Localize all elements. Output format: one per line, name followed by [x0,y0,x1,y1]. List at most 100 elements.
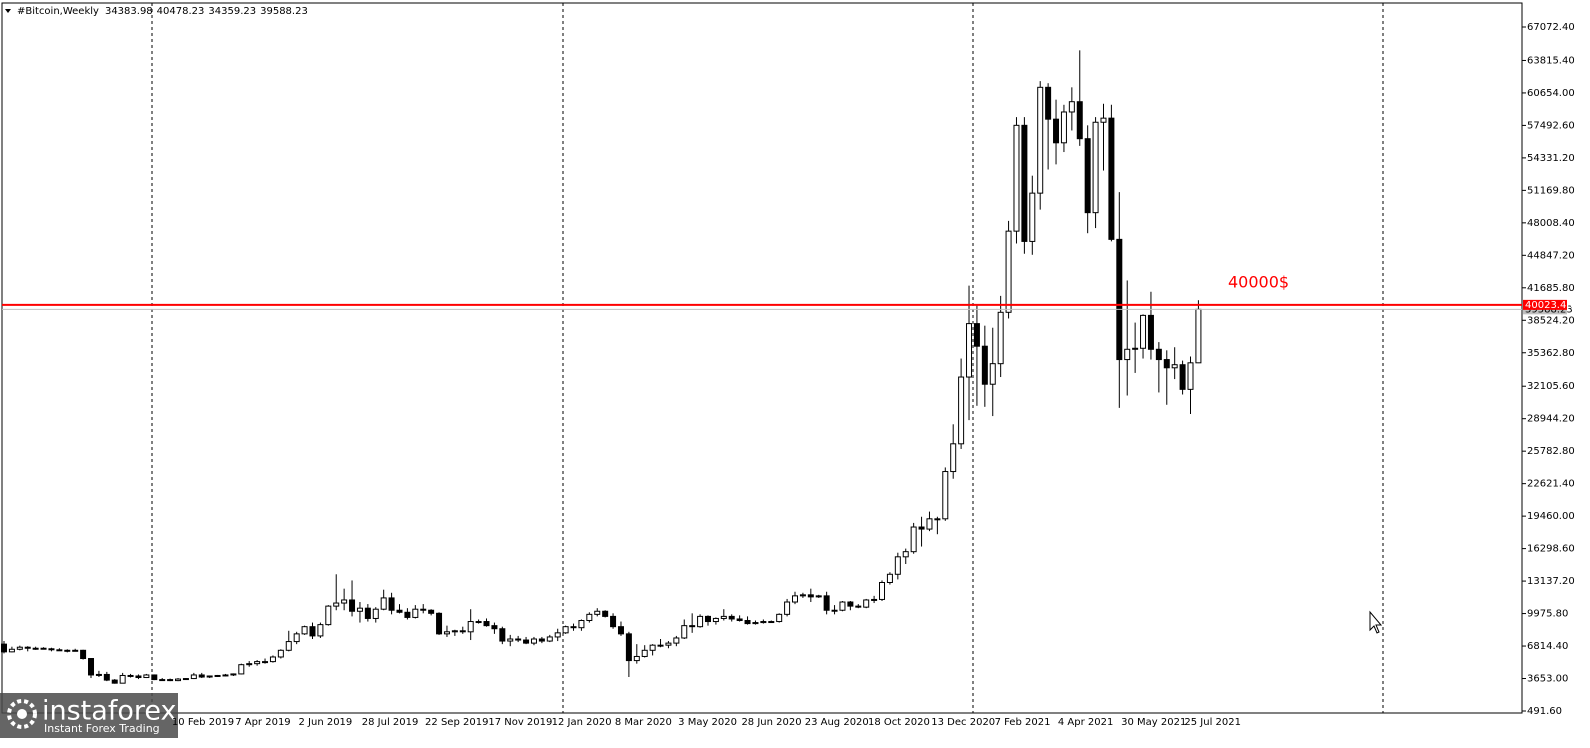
candle-body [1116,238,1123,361]
candle-body [515,638,522,641]
candle-body [388,597,395,611]
watermark-logo [7,699,37,729]
candle-body [981,345,988,385]
candle-body [831,609,838,612]
candle-body [198,674,205,678]
candle-body [610,615,617,628]
y-tick-label: 19460.00 [1527,511,1575,522]
candle-body [372,608,379,619]
candle-body [784,601,791,615]
candle-body [1140,314,1147,349]
candle-body [902,551,909,558]
candle-body [262,661,269,664]
x-tick-label: 13 Dec 2020 [931,717,995,728]
y-tick-label: 48008.40 [1527,218,1575,229]
y-tick-label: 63815.40 [1527,55,1575,66]
candle-body [633,655,640,662]
candle-body [926,518,933,530]
candle-body [254,661,261,665]
candle-body [159,679,166,682]
candle-body [792,595,798,603]
y-tick-label: 44847.20 [1527,250,1575,261]
candle-body [1163,359,1170,369]
candle-body [594,610,601,615]
candle-body [1132,347,1139,350]
candle-body [815,595,822,598]
candle-body [989,363,996,385]
candle-body [704,615,711,623]
candle-body [167,679,174,682]
candle-body [404,611,411,618]
candle-body [499,628,506,642]
candle-body [8,648,15,653]
candle-body [32,647,39,650]
x-tick-label: 3 May 2020 [678,717,737,728]
candle-body [942,471,949,520]
candle-body [16,646,23,650]
y-tick-label: 57492.60 [1527,120,1575,131]
candle-body [546,636,553,642]
y-tick-label: 6814.40 [1527,641,1568,652]
candle-body [871,598,878,601]
candle-body [349,599,356,612]
x-tick-label: 18 Oct 2020 [868,717,930,728]
candle-body [681,625,688,639]
y-tick-label: 51169.80 [1527,185,1575,196]
candle-body [428,609,435,614]
candle-body [1100,117,1107,123]
candle-body [894,556,901,575]
candle-body [285,641,292,651]
plot-area [1,2,1523,714]
candle-body [586,613,593,622]
candle-body [246,663,253,666]
candle-body [839,601,846,611]
candle-body [48,648,55,651]
candle-body [855,605,862,608]
candle-body [776,613,783,623]
candle-body [1037,86,1044,194]
header-low: 34359.23 [208,6,256,17]
candle-body [617,626,624,635]
candle-body [744,620,751,625]
candle-body [230,673,237,676]
candle-body [1076,101,1083,140]
x-tick-label: 4 Apr 2021 [1058,717,1113,728]
candle-body [1195,308,1202,364]
candle-body [396,609,403,613]
marks [1,50,1202,684]
candle-body [483,621,490,627]
candle-body [333,602,340,607]
candle-body [127,674,134,677]
x-tick-label: 7 Feb 2021 [995,717,1051,728]
candle-body [1005,230,1012,313]
candle-body [412,608,419,618]
candle-body [293,633,300,643]
x-tick-label: 28 Jul 2019 [362,717,419,728]
x-tick-label: 2 Jun 2019 [298,717,352,728]
candle-body [443,631,450,635]
candle-body [697,615,704,628]
candle-body [918,526,925,530]
chart-header: #Bitcoin,Weekly 34383.98 40478.23 34359.23 3… [17,6,308,17]
candle-body [570,626,577,629]
candle-body [1068,101,1075,113]
candle-body [206,675,213,678]
candle-body [997,311,1004,365]
candle-body [72,649,79,652]
candle-body [673,637,680,644]
x-tick-label: 22 Sep 2019 [425,717,488,728]
candle-body [530,638,537,644]
candle-body [562,626,569,634]
candle-body [475,621,482,624]
candle-body [1147,314,1154,350]
x-tick-label: 12 Jan 2020 [552,717,612,728]
chart-title: #Bitcoin,Weekly [17,6,99,17]
header-high: 40478.23 [157,6,205,17]
candle-body [625,633,632,662]
candle-body [1108,117,1115,240]
candle-body [119,674,126,684]
candle-body [752,622,759,625]
candle-body [491,625,498,630]
